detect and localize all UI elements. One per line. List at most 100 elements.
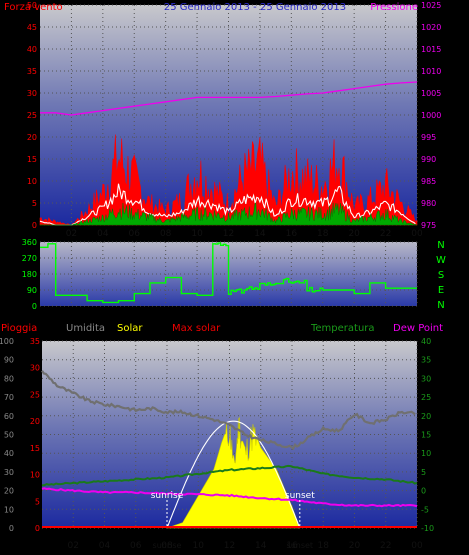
compass-label: N bbox=[437, 300, 444, 311]
humidity-tick-label: 40 bbox=[4, 449, 14, 458]
temp-tick-label: 35 bbox=[421, 356, 431, 365]
x-tick-label: 00 bbox=[411, 229, 423, 239]
temp-tick-label: -5 bbox=[421, 505, 429, 514]
x-tick-label: 00 bbox=[411, 541, 423, 551]
direction-tick-label: 0 bbox=[32, 302, 37, 311]
temp-tick-label: 25 bbox=[421, 393, 431, 402]
x-tick-label: 04 bbox=[99, 541, 111, 551]
x-tick-label: 10 bbox=[191, 229, 203, 239]
pressure-tick-label: 1010 bbox=[421, 67, 441, 76]
wind-tick-label: 25 bbox=[27, 111, 37, 120]
x-tick-label: 14 bbox=[254, 229, 266, 239]
wind-pressure-panel: 0510152025303540455097598098599099510001… bbox=[4, 1, 441, 239]
x-tick-label: 06 bbox=[129, 229, 141, 239]
dewpoint-series bbox=[41, 487, 418, 508]
wind-tick-label: 20 bbox=[27, 133, 37, 142]
x-tick-label: 20 bbox=[349, 541, 361, 551]
humidity-tick-label: 0 bbox=[9, 524, 14, 533]
wind-tick-label: 30 bbox=[27, 89, 37, 98]
temperature-series bbox=[41, 464, 418, 487]
pressure-series bbox=[40, 81, 418, 116]
wind-direction-series bbox=[40, 242, 417, 304]
x-tick-label: 16 bbox=[286, 229, 298, 239]
direction-tick-label: 270 bbox=[22, 254, 37, 263]
x-tick-label: 18 bbox=[317, 229, 329, 239]
legend-humidity: Umidita bbox=[66, 323, 105, 334]
sunrise-label: sunrise bbox=[151, 491, 184, 501]
legend-max-solar: Max solar bbox=[172, 323, 221, 334]
x-tick-label: 10 bbox=[193, 541, 205, 551]
pressure-axis-label: Pressione bbox=[370, 2, 418, 13]
rain-tick-label: 30 bbox=[30, 364, 40, 373]
humidity-tick-label: 80 bbox=[4, 374, 14, 383]
humidity-tick-label: 30 bbox=[4, 468, 14, 477]
wind-tick-label: 15 bbox=[27, 155, 37, 164]
temp-tick-label: 10 bbox=[421, 449, 431, 458]
sunrise-axis-label: sunrise bbox=[153, 541, 182, 550]
rain-tick-label: 15 bbox=[30, 444, 40, 453]
humidity-tick-label: 20 bbox=[4, 487, 14, 496]
pressure-tick-label: 985 bbox=[421, 177, 436, 186]
pressure-tick-label: 1005 bbox=[421, 89, 441, 98]
wind-tick-label: 10 bbox=[27, 177, 37, 186]
pressure-tick-label: 975 bbox=[421, 221, 436, 230]
wind-speed-series bbox=[40, 201, 418, 226]
pressure-tick-label: 1000 bbox=[421, 111, 441, 120]
compass-label: S bbox=[438, 270, 444, 281]
rain-humidity-solar-temp-panel: sunrise sunset 01020304050607080901000510… bbox=[0, 337, 434, 551]
direction-tick-label: 180 bbox=[22, 270, 37, 279]
x-tick-label: 06 bbox=[130, 541, 142, 551]
sunset-label: sunset bbox=[285, 491, 315, 501]
rain-tick-label: 35 bbox=[30, 337, 40, 346]
x-tick-label: 22 bbox=[380, 541, 391, 551]
sunset-axis-label: sunset bbox=[287, 541, 314, 550]
rain-tick-label: 25 bbox=[30, 390, 40, 399]
pressure-tick-label: 1020 bbox=[421, 23, 441, 32]
temp-tick-label: 5 bbox=[421, 468, 426, 477]
x-tick-label: 14 bbox=[255, 541, 267, 551]
humidity-series bbox=[41, 370, 416, 451]
x-tick-label: 08 bbox=[161, 541, 173, 551]
wind-axis-label: Forza vento bbox=[4, 2, 63, 13]
temp-tick-label: 20 bbox=[421, 412, 431, 421]
x-tick-label: 02 bbox=[66, 229, 77, 239]
wind-tick-label: 35 bbox=[27, 67, 37, 76]
x-tick-label: 02 bbox=[68, 541, 79, 551]
wind-tick-label: 40 bbox=[27, 45, 37, 54]
pressure-tick-label: 995 bbox=[421, 133, 436, 142]
pressure-tick-label: 1025 bbox=[421, 1, 441, 10]
pressure-tick-label: 980 bbox=[421, 199, 436, 208]
direction-tick-label: 360 bbox=[22, 238, 37, 247]
humidity-tick-label: 50 bbox=[4, 431, 14, 440]
x-tick-label: 04 bbox=[97, 229, 109, 239]
x-tick-label: 16 bbox=[286, 541, 298, 551]
humidity-tick-label: 10 bbox=[4, 505, 14, 514]
humidity-tick-label: 70 bbox=[4, 393, 14, 402]
x-tick-label: 12 bbox=[224, 541, 235, 551]
pressure-tick-label: 1015 bbox=[421, 45, 441, 54]
x-tick-label: 18 bbox=[318, 541, 330, 551]
compass-label: W bbox=[436, 255, 446, 266]
wind-tick-label: 0 bbox=[32, 221, 37, 230]
chart-title: 25 Gennaio 2013 - 25 Gennaio 2013 bbox=[164, 2, 346, 13]
humidity-tick-label: 60 bbox=[4, 412, 14, 421]
direction-tick-label: 90 bbox=[27, 286, 37, 295]
x-tick-label: 12 bbox=[223, 229, 234, 239]
humidity-tick-label: 100 bbox=[0, 337, 14, 346]
humidity-tick-label: 90 bbox=[4, 356, 14, 365]
pressure-tick-label: 990 bbox=[421, 155, 436, 164]
wind-tick-label: 5 bbox=[32, 199, 37, 208]
legend-dewpoint: Dew Point bbox=[393, 323, 443, 334]
compass-label: E bbox=[438, 285, 444, 296]
compass-label: N bbox=[437, 240, 444, 251]
avg-wind-series bbox=[39, 183, 416, 226]
temp-tick-label: 15 bbox=[421, 431, 431, 440]
legend-solar: Solar bbox=[117, 323, 143, 334]
temp-tick-label: -10 bbox=[421, 524, 434, 533]
legend: Pioggia Umidita Solar Max solar Temperat… bbox=[1, 323, 443, 334]
legend-temperature: Temperatura bbox=[310, 323, 375, 334]
solar-series bbox=[166, 417, 301, 529]
rain-tick-label: 10 bbox=[30, 471, 40, 480]
rain-tick-label: 0 bbox=[35, 524, 40, 533]
